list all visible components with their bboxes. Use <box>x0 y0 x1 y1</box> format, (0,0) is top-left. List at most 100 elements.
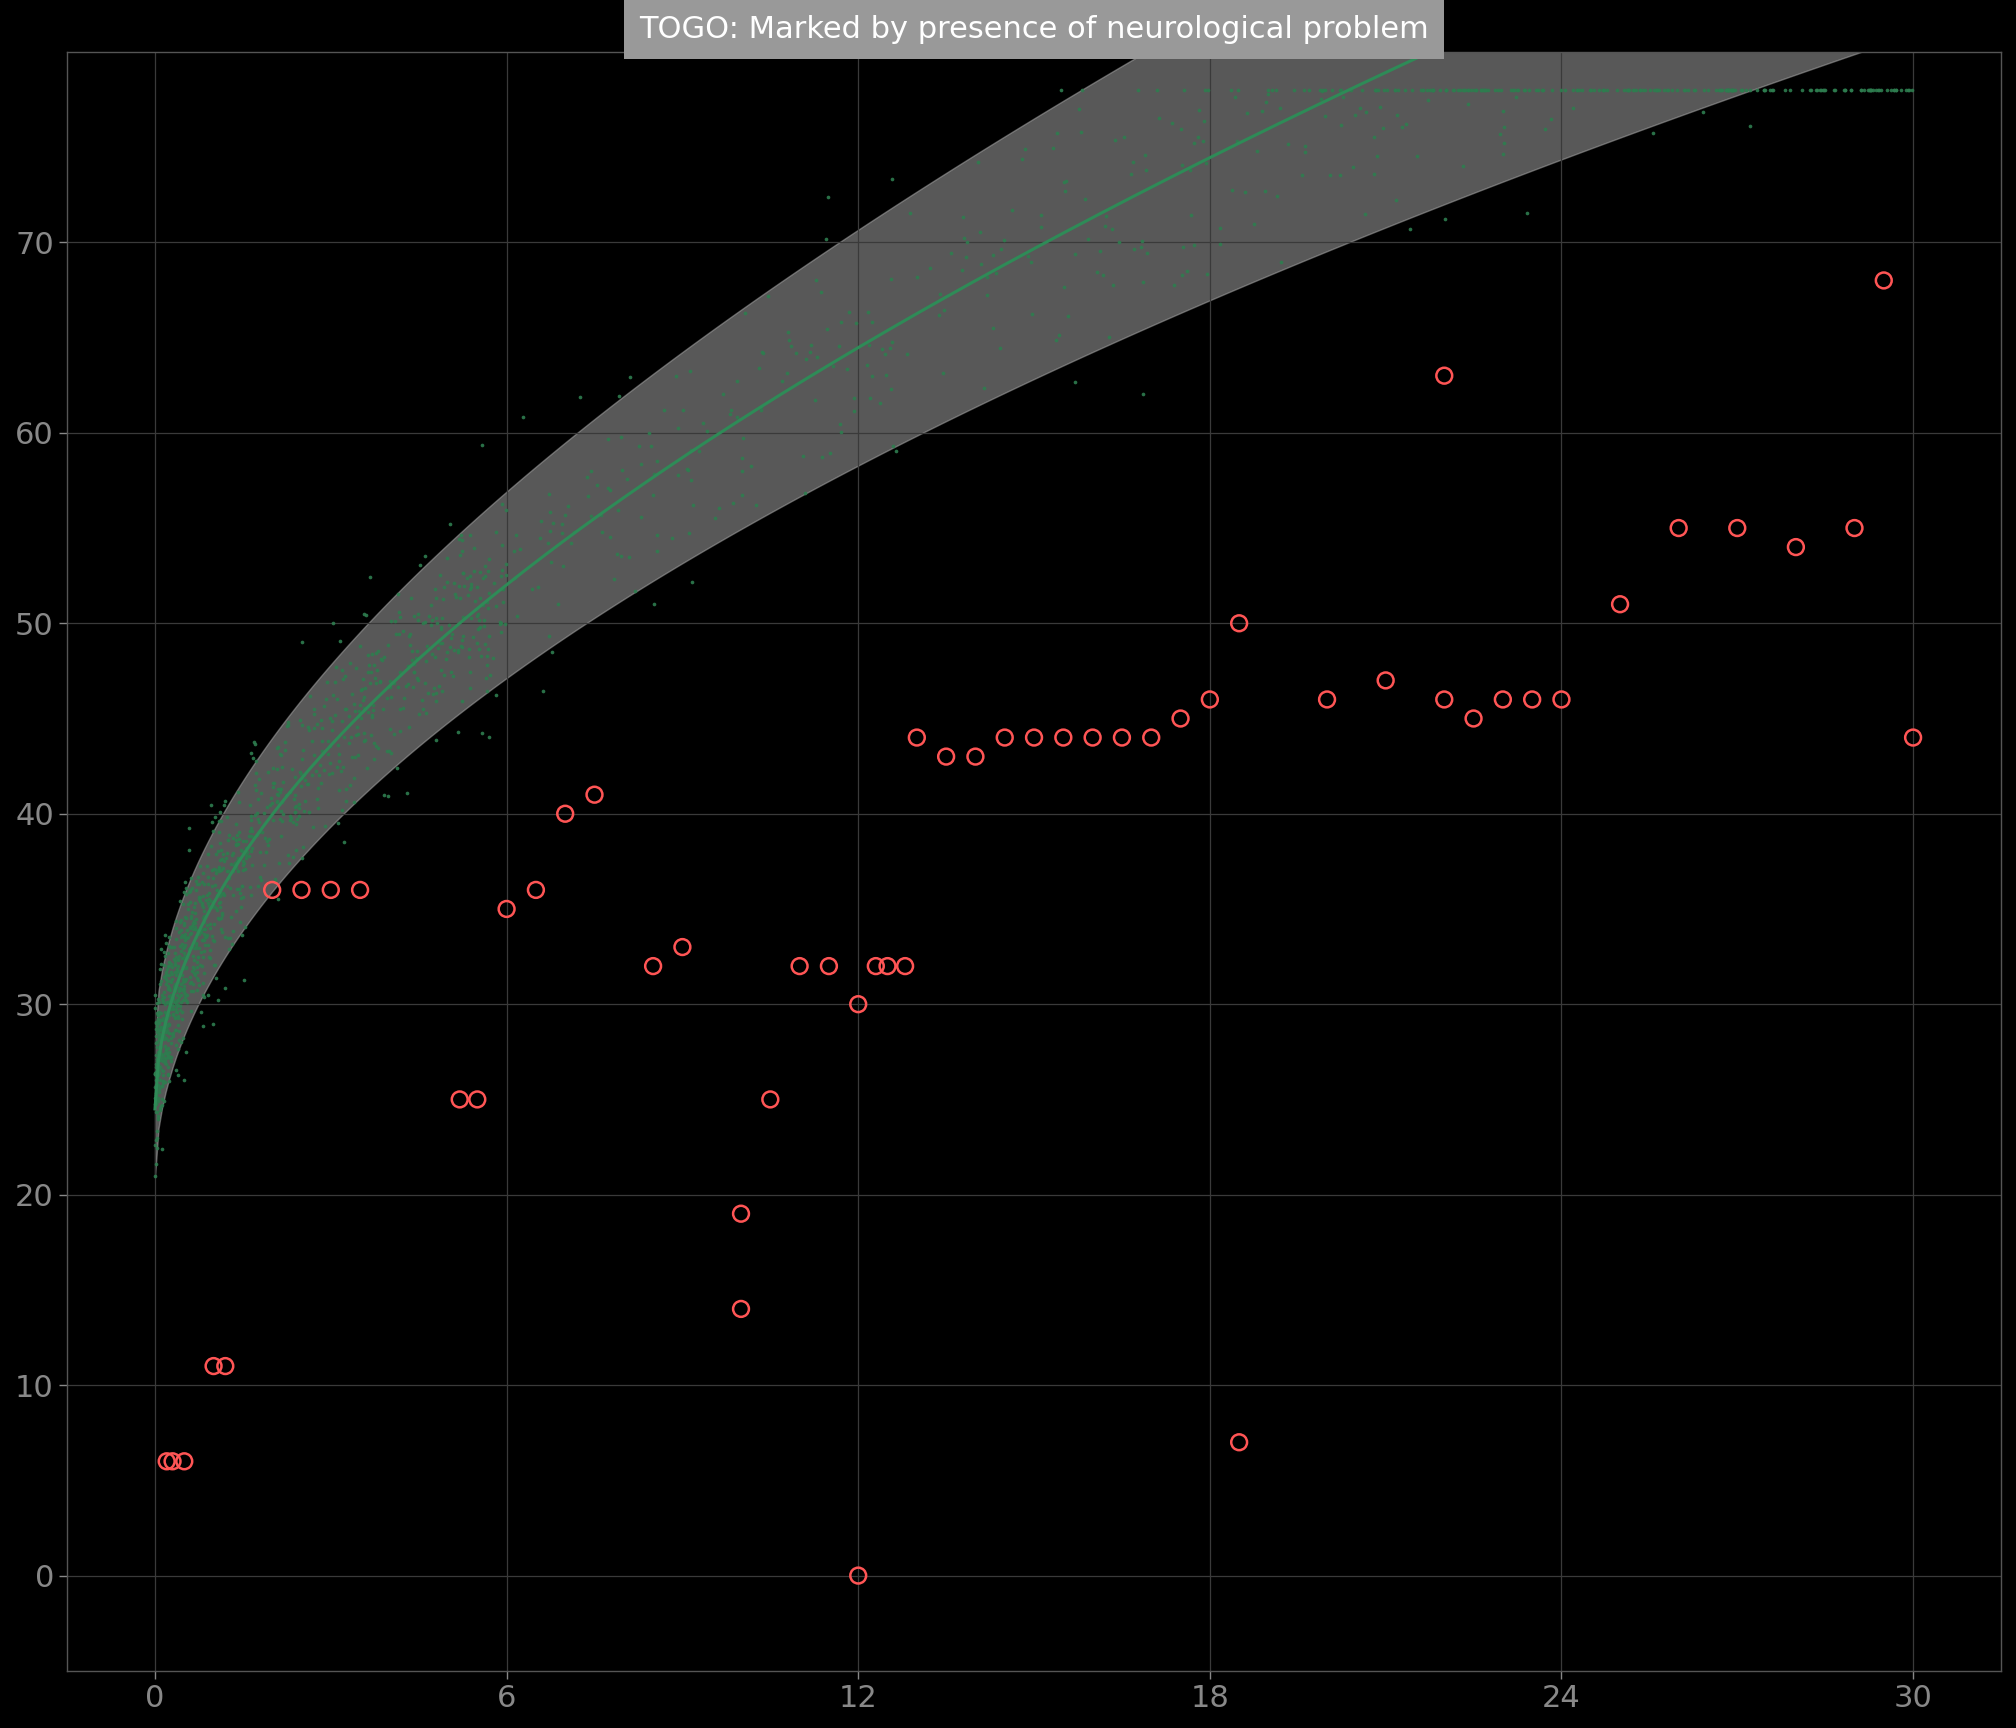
Point <box>490 550 522 577</box>
Point <box>1407 76 1439 104</box>
Point <box>343 696 375 724</box>
Point <box>851 299 883 327</box>
Point <box>411 632 444 660</box>
Point <box>1308 76 1341 104</box>
Point <box>1260 76 1292 104</box>
Point <box>187 926 220 954</box>
Point <box>1853 76 1885 104</box>
Point <box>1726 76 1758 104</box>
Point <box>194 880 226 907</box>
Point <box>1183 97 1216 124</box>
Point <box>1464 76 1496 104</box>
Point <box>1191 259 1224 287</box>
Point <box>875 264 907 292</box>
Point <box>361 638 393 665</box>
Point <box>157 987 190 1014</box>
Point <box>399 658 431 686</box>
Point <box>347 719 379 746</box>
Point <box>927 295 960 323</box>
Point <box>232 838 264 866</box>
Point <box>524 524 556 551</box>
Point <box>1095 214 1127 242</box>
Point <box>163 933 196 961</box>
Point <box>472 589 504 617</box>
Point <box>171 890 204 918</box>
Point <box>373 715 405 743</box>
Point <box>357 641 389 669</box>
Point <box>183 918 216 945</box>
Point <box>175 976 208 1004</box>
Point <box>1369 667 1401 695</box>
Point <box>145 1073 177 1101</box>
Point <box>250 828 282 855</box>
Point <box>333 703 365 731</box>
Point <box>266 788 298 816</box>
Point <box>181 916 214 943</box>
Point <box>147 1061 179 1089</box>
Point <box>1855 76 1887 104</box>
Point <box>268 736 300 764</box>
Point <box>371 738 403 766</box>
Point <box>387 693 419 721</box>
Point <box>448 572 480 600</box>
Point <box>244 838 276 866</box>
Point <box>149 921 181 949</box>
Point <box>248 852 280 880</box>
Point <box>216 918 248 945</box>
Point <box>226 836 258 864</box>
Point <box>149 1025 181 1052</box>
Point <box>1724 76 1756 104</box>
Point <box>145 954 177 982</box>
Point <box>141 1073 173 1101</box>
Point <box>151 968 183 995</box>
Point <box>353 698 385 726</box>
Point <box>167 890 200 918</box>
Point <box>1204 230 1236 257</box>
Point <box>978 242 1010 270</box>
Point <box>139 1016 171 1044</box>
Point <box>278 798 310 826</box>
Point <box>187 916 220 943</box>
Point <box>196 923 228 950</box>
Point <box>151 940 183 968</box>
Point <box>329 722 361 750</box>
Point <box>746 339 778 366</box>
Point <box>155 1042 187 1070</box>
Point <box>159 990 192 1018</box>
Point <box>1036 135 1068 162</box>
Point <box>177 969 210 997</box>
Point <box>1327 83 1359 111</box>
Point <box>1748 76 1780 104</box>
Point <box>194 911 226 938</box>
Point <box>165 921 198 949</box>
Point <box>532 530 564 558</box>
Point <box>431 544 464 572</box>
Point <box>1716 76 1748 104</box>
Point <box>754 1085 786 1113</box>
Point <box>1712 76 1744 104</box>
Point <box>444 525 476 553</box>
Point <box>913 254 946 282</box>
Point <box>1679 76 1712 104</box>
Point <box>488 575 520 603</box>
Point <box>298 741 331 769</box>
Point <box>141 1006 173 1033</box>
Point <box>169 980 202 1007</box>
Point <box>700 505 732 532</box>
Point <box>1619 76 1651 104</box>
Point <box>891 340 923 368</box>
Point <box>365 645 397 672</box>
Point <box>139 1058 171 1085</box>
Point <box>490 895 522 923</box>
Point <box>161 1004 194 1032</box>
Point <box>935 238 968 266</box>
Point <box>145 1023 177 1051</box>
Point <box>1758 76 1790 104</box>
Point <box>470 551 502 579</box>
Point <box>192 892 224 919</box>
Point <box>159 988 192 1016</box>
Point <box>437 636 470 664</box>
Point <box>810 225 843 252</box>
Point <box>411 679 444 707</box>
Point <box>1780 534 1812 562</box>
